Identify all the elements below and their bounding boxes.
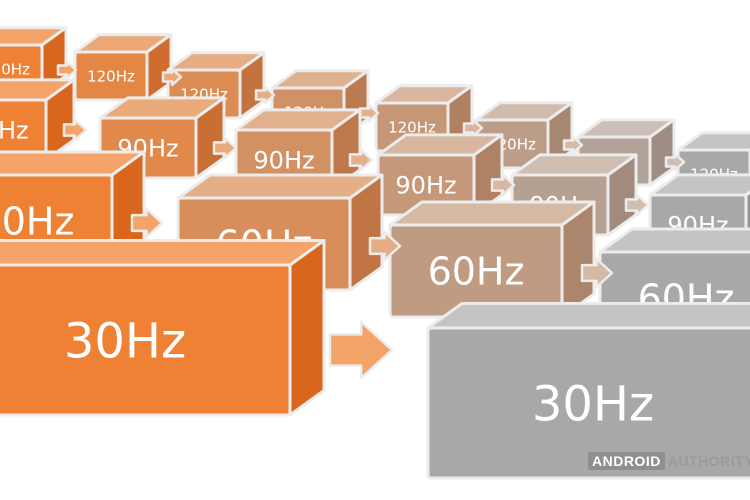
block-top-face: [676, 131, 750, 152]
block-top-face: [388, 200, 596, 227]
arrow-120hz-2: [254, 85, 276, 105]
block-30hz-0: 30Hz: [0, 239, 326, 417]
arrow-90hz-2: [348, 148, 374, 172]
block-top-face: [0, 239, 326, 267]
block-label: 120Hz: [388, 118, 436, 136]
arrow-60hz-2: [580, 257, 614, 289]
arrow-90hz-1: [212, 136, 238, 160]
block-top-face: [648, 173, 750, 197]
block-120hz-1: 120Hz: [73, 33, 173, 102]
block-label: 90Hz: [0, 117, 29, 145]
arrow-60hz-1: [368, 230, 402, 262]
watermark-box: ANDROID: [587, 452, 665, 470]
block-front-face: [0, 98, 48, 162]
arrow-90hz-0: [62, 118, 88, 142]
block-top-face: [426, 302, 750, 330]
block-label: 120Hz: [0, 60, 30, 78]
block-label: 60Hz: [428, 250, 525, 294]
block-90hz-0: 90Hz: [0, 78, 76, 162]
arrow-120hz-4: [462, 118, 484, 138]
arrow-30hz-0: [328, 320, 394, 380]
block-top-face: [176, 173, 384, 200]
block-60hz-2: 60Hz: [388, 200, 596, 319]
block-label: 90Hz: [395, 172, 456, 200]
block-label: 30Hz: [532, 376, 654, 432]
arrow-90hz-4: [624, 193, 650, 217]
block-front-face: [426, 326, 750, 480]
block-label: 90Hz: [253, 147, 314, 175]
block-label: 120Hz: [87, 67, 135, 85]
block-label: 60Hz: [0, 200, 74, 244]
arrow-120hz-6: [664, 152, 686, 172]
block-label: 30Hz: [64, 313, 186, 369]
arrow-120hz-5: [562, 135, 584, 155]
block-front-face: [73, 50, 149, 102]
arrow-120hz-0: [56, 60, 78, 80]
arrow-90hz-3: [490, 173, 516, 197]
watermark-text: AUTHORITY: [667, 453, 750, 469]
block-top-face: [598, 227, 750, 254]
arrow-120hz-1: [161, 67, 183, 87]
block-front-face: [0, 263, 292, 417]
block-side-face: [288, 239, 326, 417]
block-30hz-1: 30Hz: [426, 302, 750, 480]
block-90hz-3: 90Hz: [376, 133, 504, 217]
arrow-120hz-3: [358, 103, 380, 123]
watermark: ANDROID AUTHORITY: [587, 452, 750, 470]
arrow-60hz-0: [130, 207, 164, 239]
